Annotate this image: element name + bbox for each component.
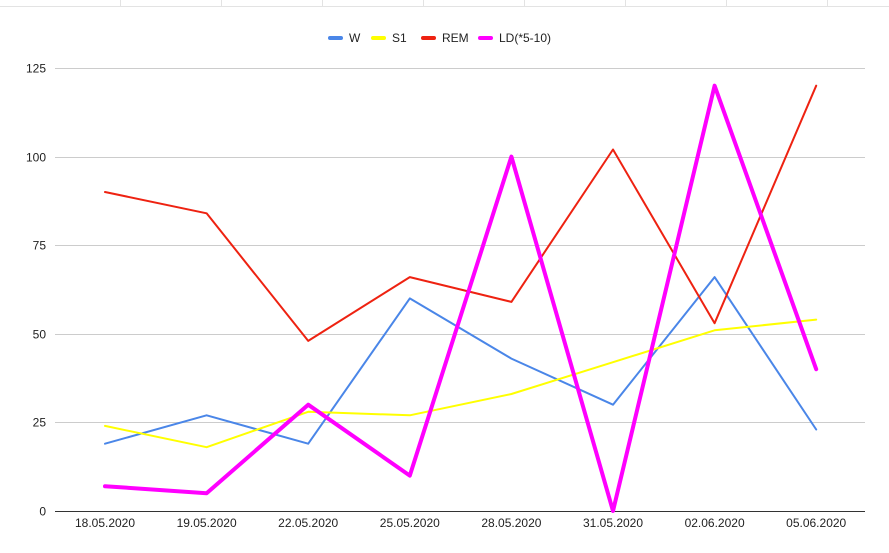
x-tick-label: 22.05.2020 — [278, 516, 338, 530]
y-tick-label: 25 — [33, 416, 47, 430]
legend-item[interactable]: W — [328, 31, 361, 45]
x-tick-label: 31.05.2020 — [583, 516, 643, 530]
legend-label: W — [349, 31, 361, 45]
y-tick-label: 100 — [26, 151, 46, 165]
x-tick-label: 28.05.2020 — [481, 516, 541, 530]
legend-label: LD(*5-10) — [499, 31, 551, 45]
y-axis-ticks: 0 25 50 75 100 125 — [26, 62, 46, 519]
x-tick-label: 05.06.2020 — [786, 516, 846, 530]
top-cell-strip — [0, 0, 889, 7]
series-lines — [103, 83, 819, 513]
legend-item[interactable]: LD(*5-10) — [478, 31, 551, 45]
y-tick-label: 75 — [33, 239, 47, 253]
legend[interactable]: W S1 REM LD(*5-10) — [328, 31, 551, 45]
legend-label: S1 — [392, 31, 407, 45]
legend-item[interactable]: REM — [421, 31, 469, 45]
series-line-rem — [104, 84, 818, 342]
legend-label: REM — [442, 31, 469, 45]
y-tick-label: 0 — [39, 505, 46, 519]
y-tick-label: 125 — [26, 62, 46, 76]
legend-item[interactable]: S1 — [371, 31, 407, 45]
x-axis-ticks: 18.05.2020 19.05.2020 22.05.2020 25.05.2020… — [75, 516, 847, 530]
y-tick-label: 50 — [33, 328, 47, 342]
grid-lines — [55, 68, 865, 423]
x-tick-label: 19.05.2020 — [177, 516, 237, 530]
x-tick-label: 02.06.2020 — [685, 516, 745, 530]
series-line-w — [104, 276, 818, 445]
series-line-ld-5-10 — [103, 83, 819, 513]
x-tick-label: 18.05.2020 — [75, 516, 135, 530]
x-tick-label: 25.05.2020 — [380, 516, 440, 530]
series-line-s1 — [104, 318, 818, 449]
